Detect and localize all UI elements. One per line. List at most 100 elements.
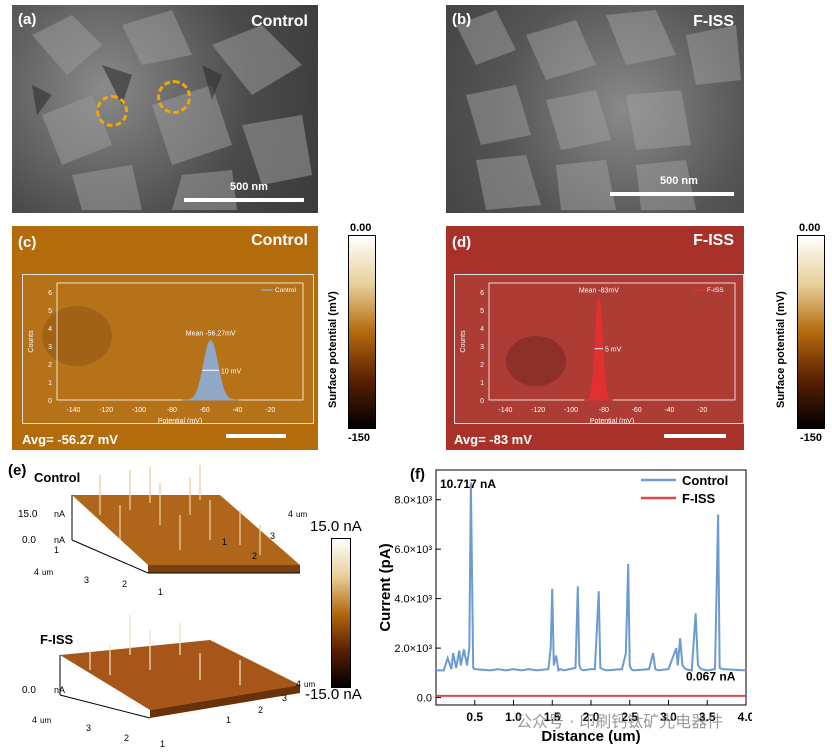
hist-ytick: 2 <box>48 362 52 369</box>
colorbar-c-top: 0.00 <box>350 222 372 234</box>
afm3d-rum: um <box>296 510 307 519</box>
colorbar-cafm <box>331 538 351 688</box>
series-line-control <box>436 482 747 673</box>
scale-bar-b <box>610 192 734 196</box>
panel-label-f: (f) <box>410 466 425 483</box>
kpfm-map-control: (c) Control -140 -120 -100 -80 -60 -40 -20 0 1 2 3… <box>12 226 318 450</box>
panel-tag-b: F-ISS <box>693 13 734 30</box>
afm3d-ftick-2: 2 <box>124 733 129 743</box>
afm3d-zmin-control: 0.0 <box>22 535 36 546</box>
colorbar-d-bottom: -150 <box>800 432 823 444</box>
afm3d-label-fiss: F-ISS <box>40 632 74 647</box>
panel-label-e: (e) <box>8 462 27 479</box>
hist-ylabel: Counts <box>28 330 35 353</box>
panel-label-a: (a) <box>18 11 37 28</box>
scale-bar-a <box>184 198 304 202</box>
afm3d-tick-2: 2 <box>122 579 127 589</box>
x-tick-label: 3.0 <box>660 710 677 724</box>
current-profile-chart: 0.0 2.0×10³ 4.0×10³ 6.0×10³ 8.0×10³ 0.5 1.0 1.5… <box>377 469 752 745</box>
y-tick-label: 4.0×10³ <box>394 594 432 606</box>
afm3d-ftick-3: 3 <box>86 723 91 733</box>
y-tick-label: 2.0×10³ <box>394 643 432 655</box>
hist-ytick: 2 <box>480 362 484 369</box>
afm3d-spikes-control <box>99 465 261 555</box>
hist-legend-label: F-ISS <box>707 287 724 294</box>
hist-ytick: 1 <box>48 380 52 387</box>
hist-ytick: 5 <box>480 308 484 315</box>
hist-ytick: 6 <box>48 290 52 297</box>
panel-tag-c: Control <box>251 232 308 249</box>
hist-frame <box>56 282 304 401</box>
hist-xtick: -100 <box>132 407 146 414</box>
scale-label-b: 500 nm <box>660 175 698 187</box>
colorbar-cafm-top: 15.0 nA <box>310 518 362 535</box>
annotation-min: 0.067 nA <box>686 669 736 683</box>
afm3d-frum: um <box>304 680 315 689</box>
avg-label-c: Avg= -56.27 mV <box>22 432 118 447</box>
hist-ytick: 3 <box>480 344 484 351</box>
hist-ytick: 4 <box>48 326 52 333</box>
hist-ytick: 6 <box>480 290 484 297</box>
afm3d-zmin-fiss: 0.0 <box>22 685 36 696</box>
avg-label-d: Avg= -83 mV <box>454 432 532 447</box>
afm3d-left-tick-control: 4 <box>34 567 39 577</box>
sem-image-control: (a) Control 500 nm <box>12 5 318 213</box>
x-tick-label: 2.5 <box>621 710 638 724</box>
colorbar-cafm-bottom: -15.0 nA <box>305 686 362 703</box>
afm3d-left-um-fiss: um <box>40 716 51 725</box>
afm3d-spikes-fiss <box>89 615 241 685</box>
scale-label-a: 500 nm <box>230 181 268 193</box>
x-tick-label: 4.0 <box>738 710 752 724</box>
afm3d-rtick-3: 3 <box>270 531 275 541</box>
hist-xtick: -140 <box>66 407 80 414</box>
hist-fwhm-label: 10 mV <box>221 368 242 375</box>
afm3d-zunit2-control: nA <box>54 535 65 545</box>
hist-ytick: 3 <box>48 344 52 351</box>
afm3d-rtick-1: 1 <box>222 537 227 547</box>
hist-fwhm-label: 5 mV <box>605 347 622 354</box>
hist-ytick: 0 <box>480 398 484 405</box>
afm3d-frtick-1: 1 <box>226 715 231 725</box>
panel-label-c: (c) <box>18 234 37 251</box>
hist-xtick: -100 <box>564 407 578 414</box>
hist-mean-label: Mean -56.27mV <box>186 331 236 338</box>
panel-tag-d: F-ISS <box>693 232 734 249</box>
afm3d-plots: 15.0 nA 0.0 nA 4 um 1 3 2 1 1 2 3 4 um 0… <box>18 465 315 749</box>
afm3d-ftick-1: 1 <box>160 739 165 749</box>
afm3d-rtick-4: 4 <box>288 509 293 519</box>
afm3d-surface-control <box>72 495 300 565</box>
panel-label-d: (d) <box>452 234 472 251</box>
x-tick-label: 3.5 <box>699 710 716 724</box>
afm3d-tick-1: 1 <box>54 545 59 555</box>
hist-xtick: -40 <box>232 407 242 414</box>
hist-xtick: -40 <box>664 407 674 414</box>
defect-circle-1 <box>96 95 128 127</box>
hist-xlabel: Potential (mV) <box>590 418 634 424</box>
colorbar-d-title: Surface potential (mV) <box>775 291 787 408</box>
histogram-control: -140 -120 -100 -80 -60 -40 -20 0 1 2 3 4 5 6 Potential… <box>22 274 314 424</box>
scale-bar-d <box>664 434 726 438</box>
colorbar-d-top: 0.00 <box>799 222 821 234</box>
colorbar-c-title: Surface potential (mV) <box>327 291 339 408</box>
hist-ytick: 0 <box>48 398 52 405</box>
afm3d-tick-1b: 1 <box>158 587 163 597</box>
hist-xtick: -60 <box>632 407 642 414</box>
afm3d-left-um-control: um <box>42 568 53 577</box>
afm3d-zmax-control: 15.0 <box>18 509 38 520</box>
legend-label-control: Control <box>682 473 728 488</box>
hist-xtick: -120 <box>531 407 545 414</box>
defect-circle-2 <box>157 80 191 114</box>
watermark: 公众号 · 印刷钙钛矿光电器件 <box>516 712 724 731</box>
hist-xtick: -60 <box>200 407 210 414</box>
sem-texture-fiss <box>456 10 741 210</box>
annotation-max: 10.717 nA <box>440 477 496 491</box>
afm3d-rtick-2: 2 <box>252 551 257 561</box>
y-tick-label: 0.0 <box>417 693 432 705</box>
afm3d-frtick-3: 3 <box>282 693 287 703</box>
colorbar-kpfm-c <box>348 235 376 429</box>
y-axis-label: Current (pA) <box>377 543 394 631</box>
hist-xtick: -20 <box>265 407 275 414</box>
hist-xtick: -140 <box>498 407 512 414</box>
afm3d-label-control: Control <box>34 470 81 485</box>
x-tick-label: 1.0 <box>505 710 522 724</box>
